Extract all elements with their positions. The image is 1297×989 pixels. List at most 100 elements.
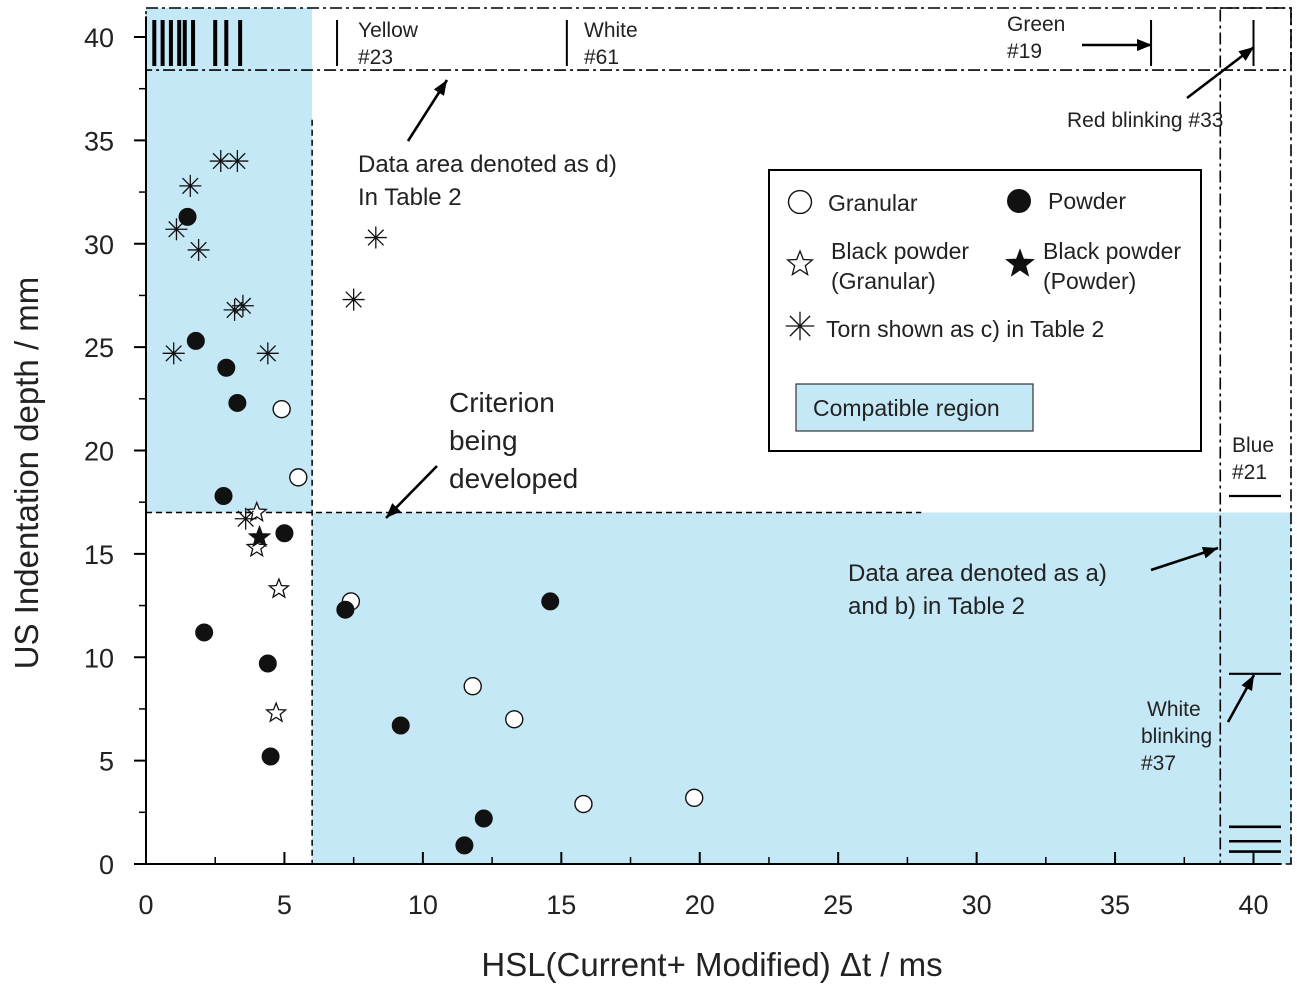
point-asterisk-stroke xyxy=(237,510,254,527)
annotation-blue: Blue xyxy=(1232,434,1274,457)
compatible-region-lower-right xyxy=(312,512,1291,864)
point-circle-filled-shape xyxy=(541,592,560,611)
x-tick-label: 30 xyxy=(962,890,992,920)
point-circle-filled xyxy=(391,716,410,735)
y-tick-label: 20 xyxy=(84,437,114,467)
annotation-green-id: #19 xyxy=(1007,40,1042,63)
point-circle-filled-shape xyxy=(391,716,410,735)
arrow-criterion-head xyxy=(386,503,401,518)
point-asterisk xyxy=(162,342,185,365)
point-asterisk xyxy=(234,507,257,530)
y-tick-label: 35 xyxy=(84,126,114,156)
arrow-red-blinking xyxy=(1186,45,1255,100)
point-asterisk xyxy=(187,238,210,261)
annotation-white-blinking-line3: #37 xyxy=(1141,752,1176,775)
point-star-open-shape xyxy=(267,577,291,599)
legend-label: Torn shown as c) in Table 2 xyxy=(826,316,1104,342)
point-circle-filled xyxy=(186,331,205,350)
point-circle-filled-shape xyxy=(214,486,233,505)
x-tick-label: 20 xyxy=(685,890,715,920)
point-asterisk xyxy=(226,150,249,173)
annotation-criterion-line2: being xyxy=(449,425,518,456)
point-star-open xyxy=(245,500,268,523)
y-tick-label: 40 xyxy=(84,23,114,53)
data-points xyxy=(162,150,704,855)
point-asterisk-stroke xyxy=(234,297,252,315)
legend-marker-asterisk-stroke xyxy=(789,315,811,337)
point-asterisk xyxy=(165,218,188,241)
point-asterisk-stroke xyxy=(190,241,207,259)
legend-label: (Powder) xyxy=(1043,268,1136,294)
annotation-area-d-line2: In Table 2 xyxy=(358,184,462,211)
point-circle-filled xyxy=(195,623,214,642)
point-asterisk xyxy=(256,342,279,365)
legend-label: Powder xyxy=(1048,188,1126,214)
legend-label: Black powder xyxy=(1043,238,1181,264)
y-tick-label: 30 xyxy=(84,230,114,260)
point-asterisk-stroke xyxy=(345,291,362,308)
point-circle-open xyxy=(505,710,524,729)
arrow-area-d xyxy=(406,79,449,142)
point-circle-filled-shape xyxy=(455,836,474,855)
point-star-open xyxy=(267,577,291,599)
axes: 0 5 10 15 20 25 30 35 40 0 5 10 15 20 25 30 35 40 xyxy=(84,16,1282,920)
point-circle-filled xyxy=(214,486,233,505)
annotation-area-ab-line1: Data area denoted as a) xyxy=(848,560,1107,587)
rug-ticks xyxy=(152,20,1281,853)
point-asterisk xyxy=(342,288,365,311)
legend-marker-star-filled-shape xyxy=(1005,248,1035,277)
point-circle-filled xyxy=(228,393,247,412)
point-star-filled-shape xyxy=(247,524,272,548)
arrow-white-blinking xyxy=(1226,674,1256,723)
arrow-area-ab xyxy=(1150,546,1219,572)
legend-label: Granular xyxy=(828,190,918,216)
point-circle-filled xyxy=(275,524,294,543)
point-circle-filled xyxy=(455,836,474,855)
x-tick-label: 40 xyxy=(1238,890,1268,920)
point-circle-open xyxy=(685,788,704,808)
annotation-white-blinking-line1: White xyxy=(1147,698,1201,721)
point-asterisk-stroke xyxy=(168,221,185,238)
point-circle-open-shape xyxy=(272,399,291,419)
legend-label: (Granular) xyxy=(831,268,936,294)
annotation-area-d-line1: Data area denoted as d) xyxy=(358,151,617,178)
arrow-green xyxy=(1082,39,1152,51)
annotations: Yellow #23 White #61 Green #19 Red blinking #3… xyxy=(358,13,1274,775)
x-axis-label: HSL(Current+ Modified) Δt / ms xyxy=(481,946,942,983)
point-circle-filled-shape xyxy=(217,358,236,377)
legend-marker-asterisk xyxy=(785,311,815,341)
point-asterisk-stroke xyxy=(259,345,277,362)
x-tick-label: 10 xyxy=(408,890,438,920)
legend-marker-star-filled xyxy=(1005,248,1035,277)
point-circle-open-shape xyxy=(463,676,482,696)
arrow-white-blinking-head xyxy=(1241,675,1254,692)
legend: Granular Powder Black powder (Granular) Blac… xyxy=(768,169,1202,452)
compatible-region-upper-left xyxy=(146,8,313,513)
legend-marker-circle-filled xyxy=(1007,189,1031,213)
point-circle-filled xyxy=(336,600,355,619)
point-circle-filled-shape xyxy=(474,809,493,828)
arrow-red-blinking-head xyxy=(1238,47,1254,61)
point-circle-open xyxy=(289,468,308,487)
point-star-open-shape xyxy=(264,701,288,723)
point-asterisk-stroke xyxy=(212,152,229,170)
point-asterisk-stroke xyxy=(165,345,182,362)
point-star-open xyxy=(264,701,288,723)
point-circle-filled xyxy=(217,358,236,377)
point-asterisk-stroke xyxy=(182,177,199,195)
arrow-green-head xyxy=(1137,39,1152,51)
x-tick-label: 5 xyxy=(277,890,292,920)
y-tick-label: 5 xyxy=(99,747,114,777)
legend-label: Black powder xyxy=(831,238,969,264)
y-axis-label: US Indentation depth / mm xyxy=(8,277,45,670)
point-circle-open-shape xyxy=(685,788,704,808)
point-circle-filled-shape xyxy=(258,654,277,673)
annotation-white: White xyxy=(584,19,638,42)
point-circle-filled-shape xyxy=(195,623,214,642)
point-circle-filled xyxy=(474,809,493,828)
point-star-open-shape xyxy=(245,500,268,523)
annotation-yellow: Yellow xyxy=(358,19,419,42)
annotation-green: Green xyxy=(1007,13,1065,36)
area-d-frame xyxy=(145,7,1292,71)
